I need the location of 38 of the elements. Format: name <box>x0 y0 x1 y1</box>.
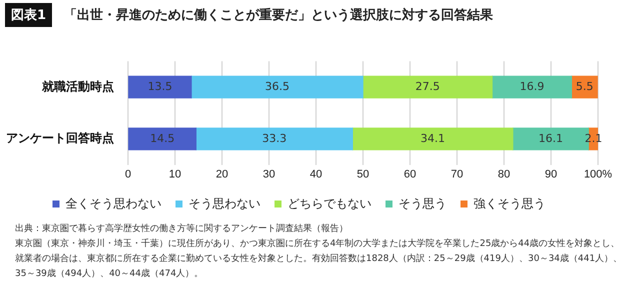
data-label: 36.5 <box>264 80 290 93</box>
data-label: 5.5 <box>576 80 594 93</box>
x-tick-label: 20 <box>216 168 228 180</box>
legend-label: そう思う <box>398 196 446 210</box>
bar <box>191 76 364 98</box>
bar <box>492 76 572 98</box>
legend-label: 全くそう思わない <box>66 196 162 210</box>
y-tick-label: アンケート回答時点 <box>6 131 114 146</box>
data-label: 27.5 <box>415 80 440 93</box>
x-tick-label: 80 <box>498 168 510 180</box>
x-tick-label: 40 <box>310 168 322 180</box>
bar <box>352 128 514 150</box>
x-tick-label: 50 <box>356 168 370 180</box>
legend-label: 強くそう思う <box>474 196 546 210</box>
x-tick-label: 70 <box>450 168 464 180</box>
text: 東京圏（東京・神奈川・埼玉・千葉）に現住所があり、かつ東京圏に所在する4年制の大学または大学院を卒業した25歳から44歳の女性を対象とし、就業者の場合は、東京都に所在する企業に勤めている女性を対象とした。有効回答数は1828人（内訳：25～29歳（419人）、30～34歳（441人）、35～39歳（494人）、40～44歳（474人）。 <box>15 238 624 281</box>
data-label: 16.1 <box>538 132 564 145</box>
x-tick-label: 0 <box>124 168 132 180</box>
x-tick-label: 100% <box>584 168 612 180</box>
data-label: 14.5 <box>150 132 175 145</box>
bar <box>128 76 192 98</box>
data-label: 13.5 <box>148 80 172 93</box>
x-tick-label: 10 <box>168 168 182 180</box>
source-note: 出典：東京圏で暮らす高学歴女性の働き方等に関するアンケート調査結果（報告） <box>15 222 349 236</box>
data-label: 16.9 <box>520 80 544 93</box>
legend-label: どちらでもない <box>288 196 372 210</box>
data-label: 33.3 <box>262 132 287 145</box>
bar <box>128 128 196 150</box>
x-tick-label: 90 <box>544 168 558 180</box>
bar <box>362 76 493 98</box>
y-tick-label: 就職活動時点 <box>41 79 114 94</box>
legend-label: そう思わない <box>188 196 260 210</box>
data-label: 34.1 <box>420 132 446 145</box>
text: 図表1 <box>5 3 52 27</box>
chart-title: 「出世・昇進のために働くことが重要だ」という選択肢に対する回答結果 <box>64 6 494 24</box>
x-tick-label: 60 <box>404 168 416 180</box>
bar <box>196 128 353 150</box>
x-tick-label: 30 <box>262 168 276 180</box>
